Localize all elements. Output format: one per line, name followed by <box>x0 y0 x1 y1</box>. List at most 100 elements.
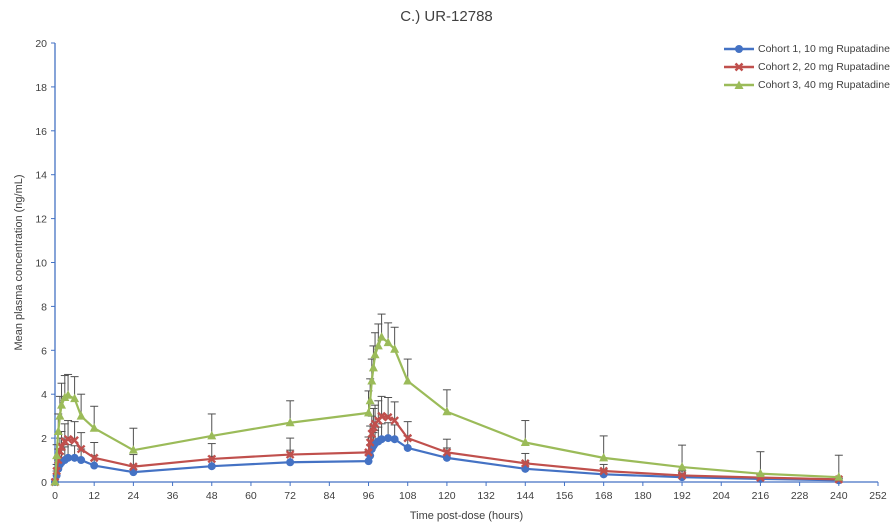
y-tick-label: 8 <box>41 301 47 313</box>
x-tick-label: 0 <box>52 490 58 502</box>
data-point <box>57 400 67 409</box>
x-tick-label: 120 <box>438 490 456 502</box>
x-tick-label: 96 <box>363 490 375 502</box>
data-point <box>677 462 687 471</box>
y-tick-label: 0 <box>41 477 47 489</box>
data-point <box>286 458 295 467</box>
x-tick-label: 144 <box>517 490 535 502</box>
data-point <box>599 452 609 462</box>
data-point <box>755 468 765 478</box>
data-point <box>390 344 400 353</box>
data-point <box>677 471 687 480</box>
data-point <box>442 448 452 457</box>
y-tick-label: 14 <box>35 170 47 182</box>
x-tick-label: 24 <box>128 490 140 502</box>
data-point <box>89 423 99 432</box>
data-point <box>403 443 412 452</box>
data-point <box>207 454 217 464</box>
data-point <box>76 411 86 420</box>
data-point <box>599 466 609 476</box>
data-point <box>367 429 377 439</box>
data-point <box>365 438 375 447</box>
x-tick-label: 216 <box>752 490 770 502</box>
data-point <box>77 456 86 465</box>
data-point <box>373 340 383 350</box>
x-tick-label: 252 <box>869 490 887 502</box>
data-point <box>207 462 216 471</box>
y-tick-label: 18 <box>35 82 47 94</box>
data-point <box>70 393 80 403</box>
data-point <box>64 453 73 462</box>
x-tick-label: 48 <box>206 490 218 502</box>
data-point <box>57 442 66 452</box>
x-tick-label: 72 <box>284 490 296 502</box>
data-point <box>52 450 62 460</box>
legend-label: Cohort 3, 40 mg Rupatadine <box>758 79 890 91</box>
x-tick-label: 60 <box>245 490 257 502</box>
x-axis-title: Time post-dose (hours) <box>410 510 523 522</box>
data-point <box>834 472 844 481</box>
data-point <box>55 411 65 420</box>
x-tick-label: 228 <box>791 490 809 502</box>
y-tick-label: 6 <box>41 345 47 357</box>
data-point <box>383 337 393 347</box>
x-tick-label: 156 <box>556 490 574 502</box>
data-point <box>520 437 530 446</box>
legend-label: Cohort 2, 20 mg Rupatadine <box>758 61 890 73</box>
data-point <box>207 430 217 440</box>
data-point <box>370 349 380 359</box>
legend-item-cohort-1: Cohort 1, 10 mg Rupatadine <box>724 40 890 58</box>
legend-marker-triangle-icon <box>724 80 754 89</box>
data-point <box>129 462 138 471</box>
data-point <box>90 461 99 470</box>
y-tick-label: 16 <box>35 126 47 138</box>
data-point <box>377 411 386 421</box>
data-point <box>285 450 295 459</box>
data-point <box>53 426 63 436</box>
data-point <box>76 444 86 454</box>
legend-item-cohort-2: Cohort 2, 20 mg Rupatadine <box>724 58 890 76</box>
data-point <box>365 395 375 405</box>
data-point <box>442 406 452 416</box>
x-tick-label: 180 <box>634 490 652 502</box>
y-tick-label: 10 <box>35 258 47 270</box>
x-tick-label: 36 <box>167 490 179 502</box>
y-tick-label: 20 <box>35 38 47 50</box>
legend-marker-circle-icon <box>724 45 754 53</box>
x-tick-label: 12 <box>88 490 100 502</box>
legend-item-cohort-3: Cohort 3, 40 mg Rupatadine <box>724 76 890 94</box>
data-point <box>364 448 373 457</box>
data-point <box>390 416 399 425</box>
y-tick-label: 12 <box>35 214 47 226</box>
x-tick-label: 240 <box>830 490 848 502</box>
data-point <box>63 434 73 444</box>
data-point <box>50 477 60 486</box>
data-point <box>367 376 377 385</box>
data-point <box>403 376 413 385</box>
data-point <box>377 332 387 341</box>
chart-legend: Cohort 1, 10 mg Rupatadine Cohort 2, 20 … <box>724 40 890 94</box>
x-tick-label: 84 <box>323 490 335 502</box>
data-point <box>285 417 295 427</box>
data-point <box>70 435 79 445</box>
y-axis-title: Mean plasma concentration (ng/mL) <box>13 174 25 350</box>
data-point <box>390 435 399 444</box>
data-point <box>70 453 79 462</box>
data-point <box>377 435 386 444</box>
data-point <box>128 445 138 454</box>
data-point <box>364 407 374 417</box>
x-tick-label: 108 <box>399 490 417 502</box>
data-point <box>383 412 393 422</box>
x-tick-label: 132 <box>477 490 495 502</box>
data-point <box>403 433 413 443</box>
data-point <box>89 453 99 463</box>
legend-marker-x-icon <box>724 62 754 72</box>
data-point <box>520 458 530 468</box>
data-point <box>63 390 73 399</box>
y-tick-label: 2 <box>41 433 47 445</box>
y-tick-label: 4 <box>41 389 47 401</box>
x-tick-label: 192 <box>673 490 691 502</box>
x-tick-label: 204 <box>712 490 730 502</box>
x-tick-label: 168 <box>595 490 613 502</box>
